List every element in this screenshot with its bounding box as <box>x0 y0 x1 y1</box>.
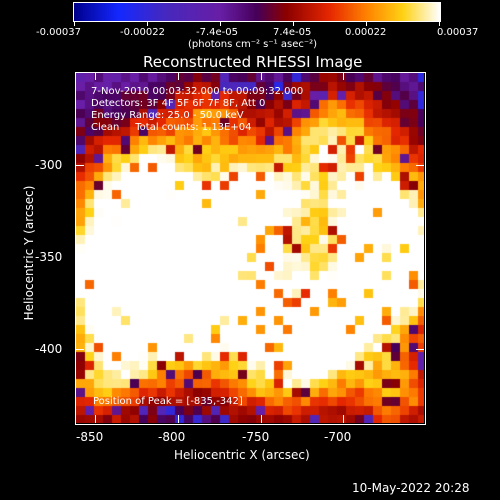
image-title: Reconstructed RHESSI Image <box>143 53 363 71</box>
y-tick <box>76 257 84 258</box>
x-tick <box>261 72 262 80</box>
colorbar-tick <box>74 21 75 26</box>
x-tick <box>178 415 179 423</box>
x-tick <box>343 72 344 80</box>
colorbar-tick <box>147 21 148 26</box>
y-tick <box>416 257 424 258</box>
x-tick-label: -750 <box>242 430 270 444</box>
info-line-detectors: Detectors: 3F 4F 5F 6F 7F 8F, Att 0 <box>91 98 266 109</box>
y-tick <box>416 165 424 166</box>
colorbar-tick-label: -0.00022 <box>120 27 165 38</box>
x-axis-label: Heliocentric X (arcsec) <box>174 448 310 462</box>
x-tick <box>95 415 96 423</box>
y-tick-label: -350 <box>35 250 63 264</box>
info-line-energy: Energy Range: 25.0 - 50.0 keV <box>91 110 244 121</box>
x-tick-label: -850 <box>76 430 104 444</box>
colorbar-tick-label: 0.00022 <box>345 27 387 38</box>
colorbar-tick-label: 7.4e-05 <box>273 27 312 38</box>
peak-position-text: Position of Peak = [-835,-342] <box>93 396 243 407</box>
y-tick-label: -400 <box>35 342 63 356</box>
y-tick <box>416 349 424 350</box>
y-tick <box>76 165 84 166</box>
rhessi-image <box>76 73 424 423</box>
x-tick-label: -800 <box>158 430 186 444</box>
info-line-time: 7-Nov-2010 00:03:32.000 to 00:09:32.000 <box>91 86 304 97</box>
colorbar-gradient <box>74 3 440 21</box>
colorbar-unit-label: (photons cm⁻² s⁻¹ asec⁻²) <box>188 39 318 50</box>
y-tick-label: -300 <box>35 158 63 172</box>
x-tick <box>95 72 96 80</box>
y-axis-label: Heliocentric Y (arcsec) <box>22 185 36 321</box>
y-tick <box>76 349 84 350</box>
colorbar-tick <box>439 21 440 26</box>
footer-timestamp: 10-May-2022 20:28 <box>352 481 470 495</box>
x-tick-label: -700 <box>324 430 352 444</box>
colorbar-tick <box>293 21 294 26</box>
colorbar-tick <box>220 21 221 26</box>
colorbar-frame <box>73 2 441 22</box>
colorbar-tick <box>366 21 367 26</box>
colorbar-tick-label: 0.00037 <box>437 27 479 38</box>
colorbar-tick-label: -0.00037 <box>36 27 81 38</box>
x-tick <box>178 72 179 80</box>
image-frame <box>75 72 426 425</box>
info-line-clean: Clean Total counts: 1.13E+04 <box>91 122 252 133</box>
x-tick <box>261 415 262 423</box>
colorbar-tick-label: -7.4e-05 <box>196 27 238 38</box>
x-tick <box>343 415 344 423</box>
